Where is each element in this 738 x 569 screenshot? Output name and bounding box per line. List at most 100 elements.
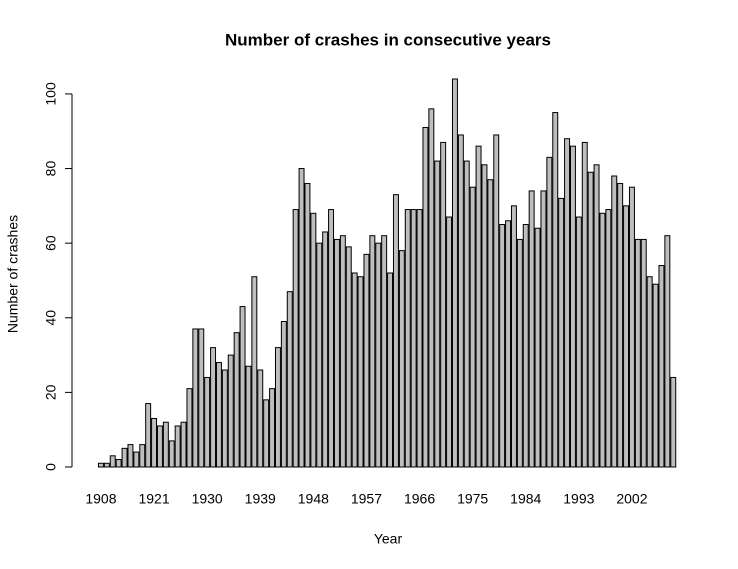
bar [210,347,217,468]
bar [381,235,388,468]
bar [328,209,335,468]
bar [251,276,258,468]
bar [670,376,677,468]
bar [623,205,630,468]
bar [451,78,458,468]
bar [339,235,346,468]
bar [233,332,240,468]
bar [658,265,665,468]
bar [434,160,441,468]
bar [628,186,635,468]
y-tick-label: 100 [43,82,59,106]
x-tick-label: 1939 [245,491,276,507]
x-tick-label: 1921 [138,491,169,507]
x-tick-label: 1930 [192,491,223,507]
bar [121,447,128,468]
bar [522,224,529,468]
bar [174,425,181,468]
bar [97,462,104,468]
x-tick-label: 2002 [616,491,647,507]
bar [569,145,576,468]
bar [162,421,169,468]
bar [528,190,535,468]
y-tick-label: 0 [43,463,59,471]
bar [534,227,541,468]
bar [263,399,270,468]
bar [156,425,163,468]
x-tick-label: 1966 [404,491,435,507]
y-tick-label: 80 [43,161,59,177]
bar [245,365,252,468]
bar [564,138,571,468]
bar [221,369,228,468]
bar [611,175,618,468]
bar [404,209,411,468]
bar [269,388,276,468]
bar [634,238,641,468]
bar [493,134,500,468]
bar [115,459,122,468]
bar [640,238,647,468]
bar [145,403,152,468]
bar [593,164,600,468]
bar [151,418,158,468]
x-tick-label: 1984 [510,491,541,507]
bar [215,362,222,468]
y-tick-label: 40 [43,310,59,326]
bar [463,160,470,468]
x-tick-label: 1908 [85,491,116,507]
bar [664,235,671,468]
x-tick-label: 1975 [457,491,488,507]
bar [168,440,175,468]
bar [286,291,293,468]
bar [239,306,246,468]
bar [540,190,547,468]
bar [139,444,146,468]
bar [416,209,423,468]
bar [457,134,464,468]
x-axis-label: Year [374,531,403,547]
bar [440,141,447,468]
bar [363,253,370,468]
x-tick-label: 1948 [298,491,329,507]
bar [316,242,323,468]
bar [475,145,482,468]
bar [587,171,594,468]
bar [274,347,281,468]
bar [345,246,352,468]
bar [422,127,429,468]
bar [257,369,264,468]
bar [103,462,110,468]
bar [392,194,399,468]
bar [510,205,517,468]
bar [617,182,624,468]
bar [298,168,305,468]
bar [581,141,588,468]
bar [481,164,488,468]
bar [575,216,582,468]
bar [646,276,653,468]
bar [304,182,311,468]
bar [516,238,523,468]
bar [322,231,329,468]
bar [428,108,435,468]
bar [310,212,317,468]
bar [204,376,211,468]
bar [487,179,494,468]
bar [186,388,193,468]
bar [357,276,364,468]
bar [292,209,299,468]
bar [398,250,405,468]
bar [109,455,116,468]
bar [333,238,340,468]
bar [499,224,506,468]
bar [558,197,565,468]
bar [605,209,612,468]
bar [192,328,199,468]
y-tick-label: 60 [43,235,59,251]
bar [387,272,394,468]
bar [280,321,287,468]
bar [351,272,358,468]
y-axis-label: Number of crashes [5,215,21,333]
